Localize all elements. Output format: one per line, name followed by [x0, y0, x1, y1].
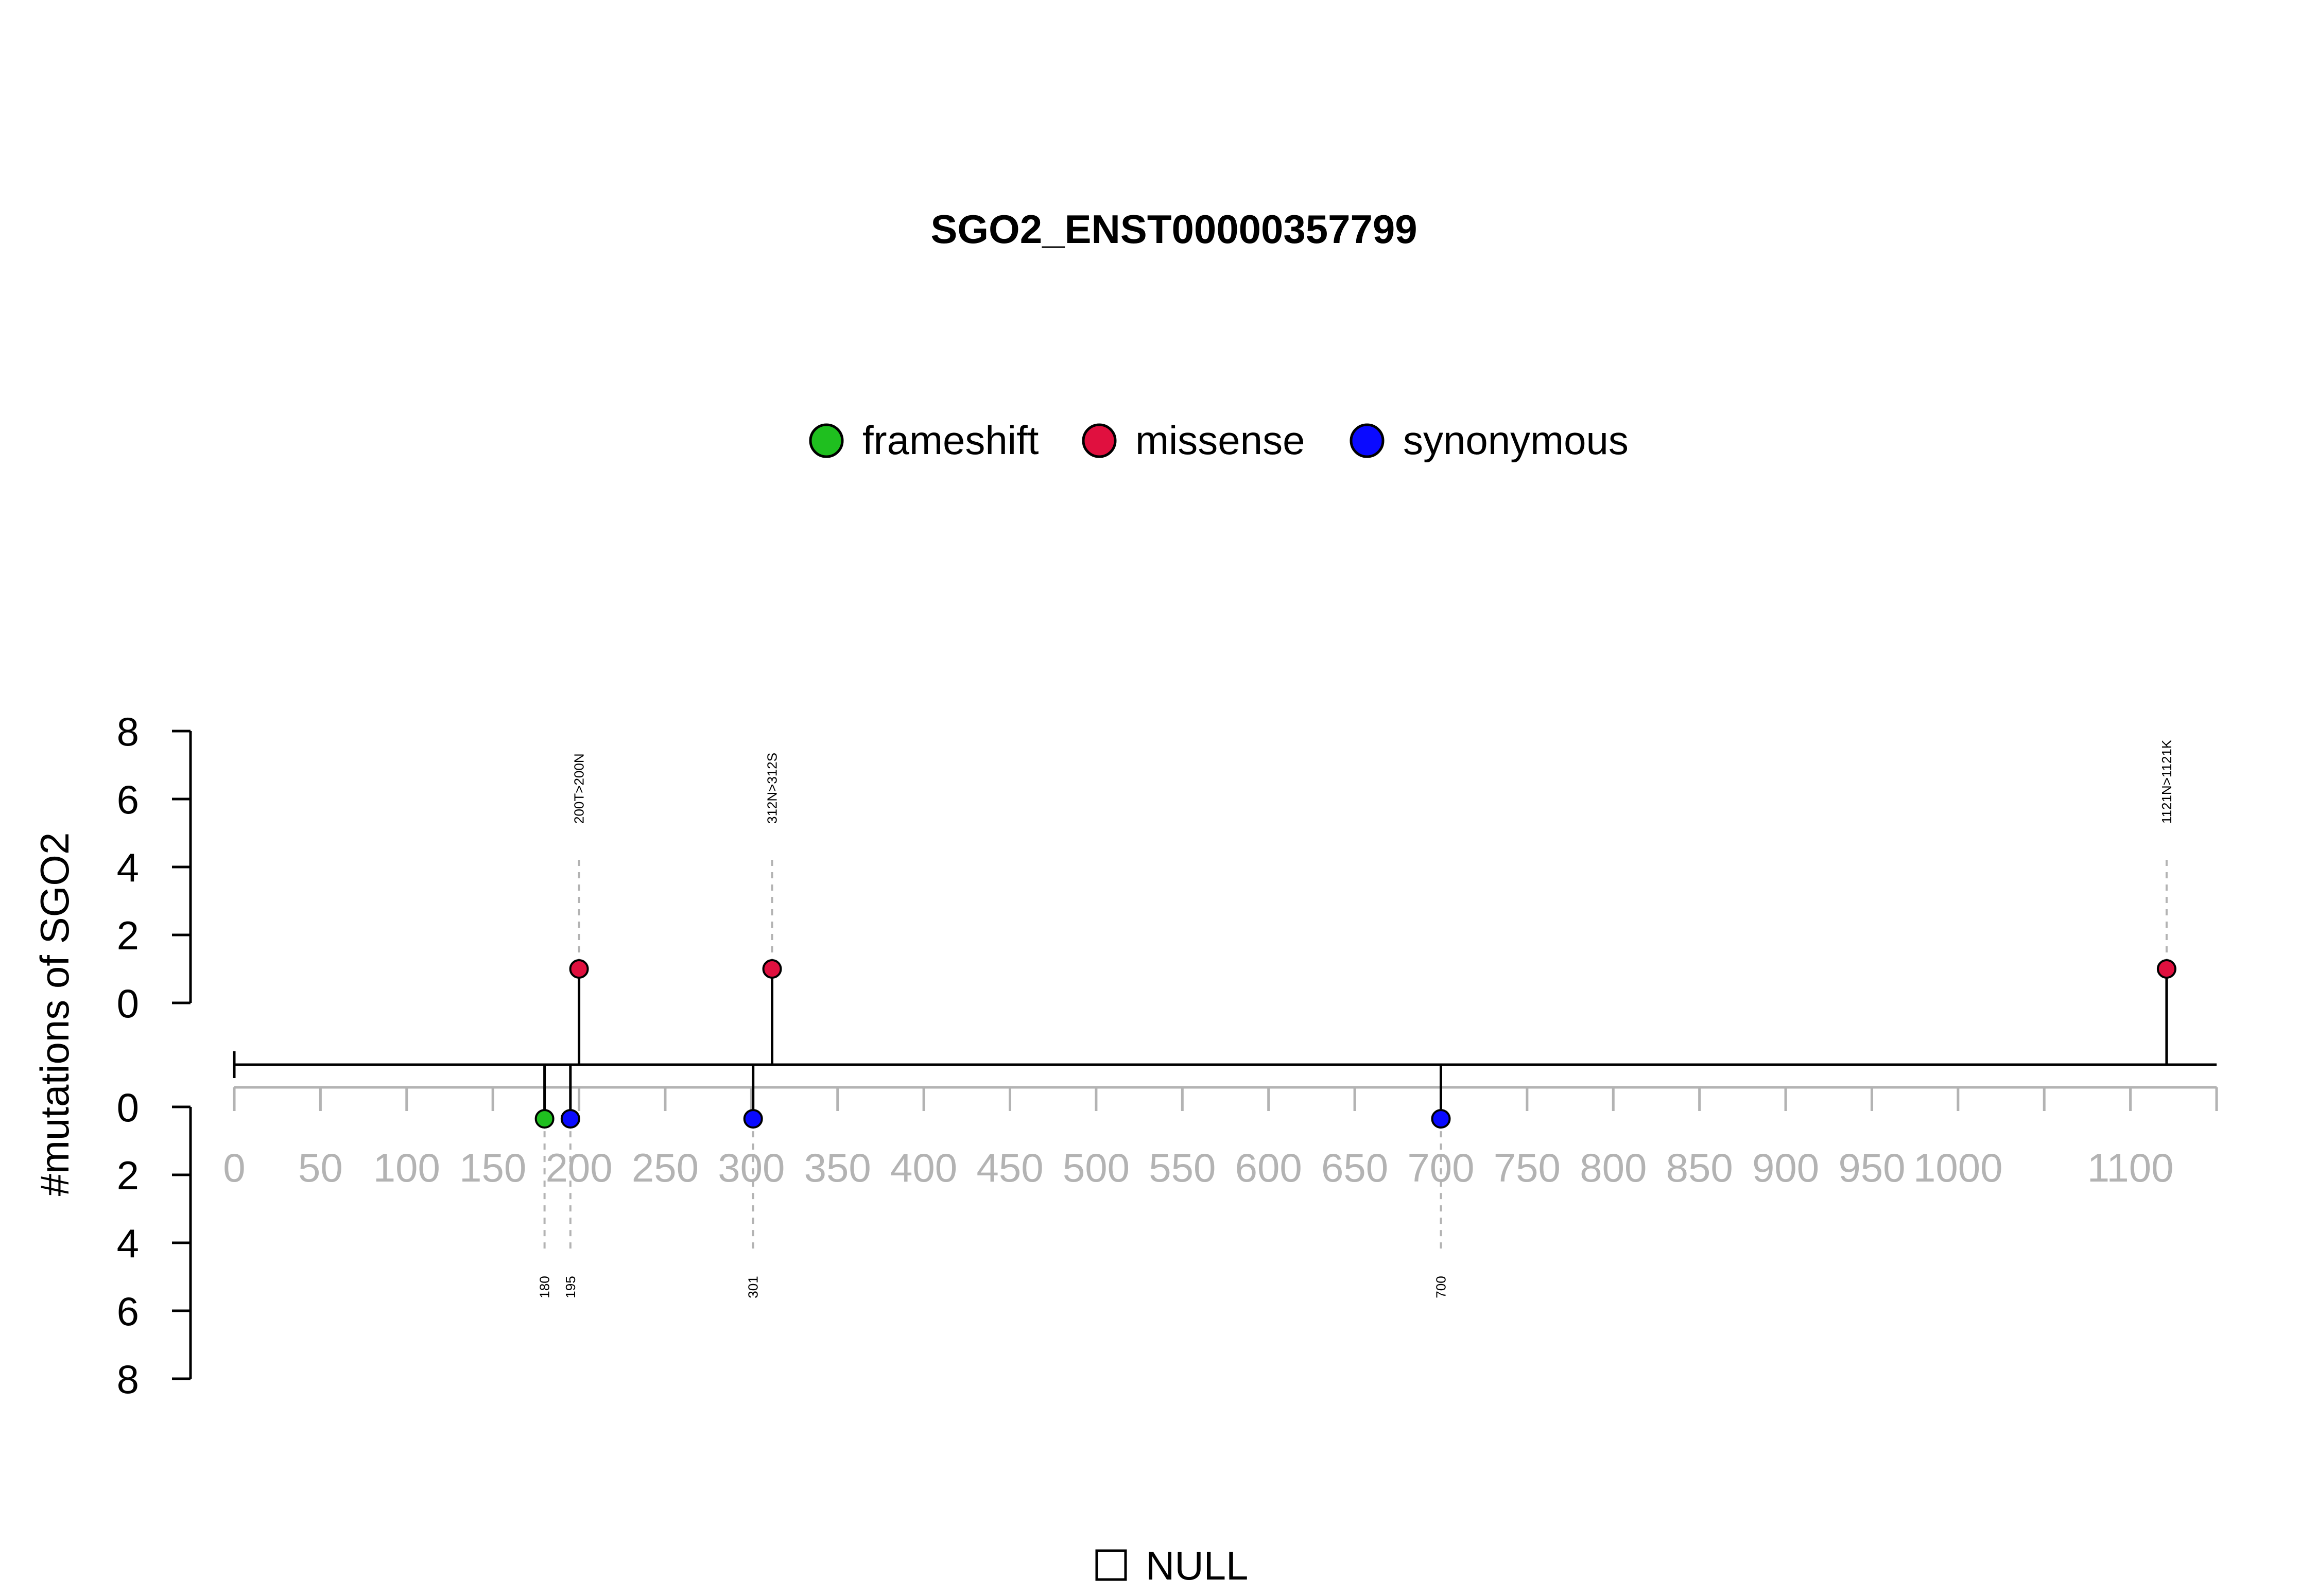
upper-y-axis: 0 2 4 6 8: [117, 709, 192, 1026]
x-tick-label-600: 600: [1235, 1145, 1302, 1190]
lower-mutation-label: 700: [1433, 1276, 1448, 1298]
domain-legend-swatch: [1095, 1549, 1127, 1581]
upper-mutation-label: 1121N>1121K: [2159, 739, 2174, 824]
lower-mutation-label: 180: [537, 1276, 552, 1298]
legend-item-missense: missense: [1082, 418, 1305, 463]
protein-backbone: [233, 1051, 2217, 1078]
x-tick-label-900: 900: [1752, 1145, 1819, 1190]
x-tick-label-300: 300: [718, 1145, 785, 1190]
upper-mutation-point: [762, 959, 782, 979]
x-tick-label-500: 500: [1063, 1145, 1130, 1190]
legend-item-frameshift: frameshift: [809, 418, 1039, 463]
lower-mutation-point: [560, 1109, 580, 1129]
legend-label-missense: missense: [1135, 418, 1305, 463]
x-tick-label-750: 750: [1494, 1145, 1561, 1190]
x-tick-label-450: 450: [976, 1145, 1043, 1190]
domain-legend-label: NULL: [1146, 1543, 1248, 1588]
lower-y-tick-label-2: 2: [117, 1153, 139, 1198]
lower-mutation-label: 301: [746, 1276, 761, 1298]
x-tick-label-650: 650: [1321, 1145, 1388, 1190]
lower-mutation-label: 195: [563, 1276, 578, 1298]
lower-mutation-point: [743, 1109, 763, 1129]
x-tick-label-400: 400: [890, 1145, 957, 1190]
lower-mutation-point: [1431, 1109, 1451, 1129]
lower-y-tick-label-6: 6: [117, 1289, 139, 1334]
x-tick-label-250: 250: [632, 1145, 699, 1190]
upper-mutation-312: 312N>312S: [762, 753, 782, 1065]
x-tick-label-50: 50: [298, 1145, 343, 1190]
legend-marker-synonymous: [1350, 423, 1385, 458]
lower-y-tick-label-8: 8: [117, 1357, 139, 1402]
y-axis-label: #mutations of SGO2: [32, 832, 77, 1196]
x-axis: 0 50 100 150 200 250 300 350 400 450 500 550 600 650 7…: [223, 1086, 2218, 1190]
upper-mutation-point: [2156, 959, 2176, 979]
lower-mutation-180: 180: [534, 1065, 555, 1298]
legend-label-synonymous: synonymous: [1403, 418, 1629, 463]
domain-legend-item: NULL: [1095, 1543, 1248, 1588]
x-tick-label-150: 150: [459, 1145, 526, 1190]
domain-legend: NULL: [1095, 1543, 1248, 1588]
lower-mutation-point: [534, 1109, 555, 1129]
legend-item-synonymous: synonymous: [1350, 418, 1629, 463]
upper-y-tick-label-2: 2: [117, 913, 139, 958]
x-tick-label-350: 350: [804, 1145, 871, 1190]
x-tick-label-800: 800: [1580, 1145, 1647, 1190]
upper-mutation-point: [569, 959, 589, 979]
lower-mutation-301: 301: [743, 1065, 763, 1298]
x-tick-label-1000: 1000: [1913, 1145, 2003, 1190]
upper-mutation-200: 200T>200N: [569, 753, 589, 1065]
x-tick-label-550: 550: [1149, 1145, 1216, 1190]
legend-marker-frameshift: [809, 423, 844, 458]
x-tick-label-850: 850: [1666, 1145, 1733, 1190]
legend-marker-missense: [1082, 423, 1117, 458]
lower-mutation-700: 700: [1431, 1065, 1451, 1298]
x-tick-label-100: 100: [373, 1145, 440, 1190]
upper-y-tick-label-4: 4: [117, 845, 139, 890]
upper-y-tick-label-8: 8: [117, 709, 139, 754]
legend: frameshift missense synonymous: [809, 418, 1629, 463]
lower-mutation-195: 195: [560, 1065, 580, 1298]
x-tick-label-1100: 1100: [2087, 1145, 2174, 1190]
upper-y-tick-label-0: 0: [117, 981, 139, 1026]
upper-mutation-label: 312N>312S: [765, 753, 780, 824]
upper-mutation-1121: 1121N>1121K: [2156, 739, 2176, 1065]
x-tick-label-950: 950: [1838, 1145, 1905, 1190]
upper-mutation-label: 200T>200N: [572, 753, 587, 824]
lower-y-tick-label-0: 0: [117, 1085, 139, 1130]
upper-y-tick-label-6: 6: [117, 777, 139, 822]
lower-y-tick-label-4: 4: [117, 1221, 139, 1266]
x-tick-label-0: 0: [223, 1145, 245, 1190]
legend-label-frameshift: frameshift: [862, 418, 1039, 463]
chart-title: SGO2_ENST00000357799: [930, 206, 1417, 252]
mutations: 200T>200N 312N>312S 1121N>1121K 180 195 301 70…: [534, 739, 2176, 1298]
x-tick-label-200: 200: [545, 1145, 612, 1190]
lower-y-axis: 0 2 4 6 8: [117, 1085, 192, 1402]
